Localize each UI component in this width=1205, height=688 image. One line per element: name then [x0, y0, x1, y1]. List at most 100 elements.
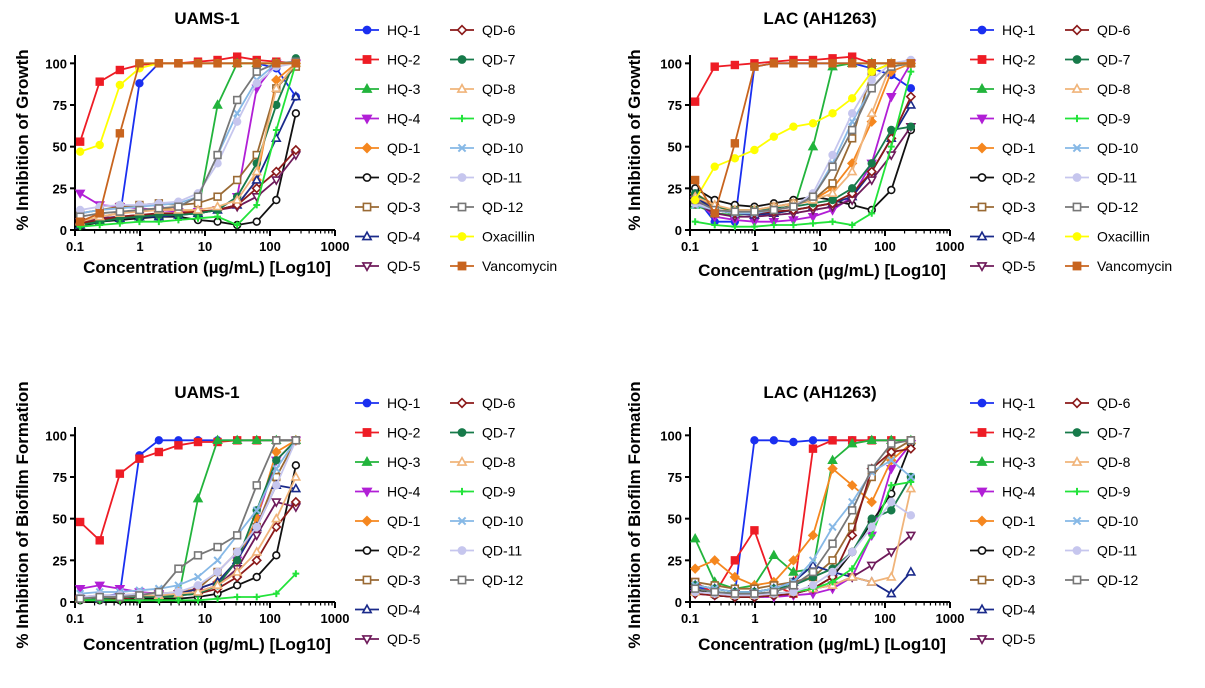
legend-label: Oxacillin [1097, 229, 1150, 245]
data-point [251, 434, 263, 445]
data-point [868, 209, 876, 217]
legend-label: HQ-3 [1002, 454, 1036, 470]
legend-item: QD-6 [1065, 22, 1131, 38]
data-point [886, 571, 897, 581]
data-point [867, 59, 876, 68]
legend-item: QD-5 [970, 258, 1036, 274]
series-line [694, 481, 912, 595]
data-point [710, 62, 719, 71]
data-point [847, 109, 857, 118]
y-tick-label: 100 [45, 56, 67, 71]
legend-item: QD-11 [1065, 170, 1137, 186]
data-point [907, 68, 915, 76]
legend-item: QD-12 [450, 199, 523, 215]
data-point [271, 512, 282, 523]
legend-marker [361, 114, 373, 125]
data-point [252, 506, 261, 515]
data-point [233, 593, 241, 601]
legend-item: QD-7 [450, 52, 516, 68]
data-point [272, 590, 280, 598]
legend-marker [976, 114, 988, 125]
data-point [95, 140, 104, 150]
legend-label: QD-9 [482, 484, 516, 500]
legend-item: QD-9 [1065, 484, 1131, 500]
x-tick-label: 100 [874, 611, 896, 626]
chart-title: LAC (AH1263) [763, 383, 876, 402]
data-point [730, 60, 740, 70]
legend-label: HQ-2 [387, 425, 421, 441]
data-point [906, 436, 916, 445]
legend-item: QD-3 [355, 572, 421, 588]
legend-item: HQ-4 [970, 484, 1036, 500]
data-point [251, 165, 263, 176]
legend-item: Oxacillin [450, 229, 535, 245]
data-point [788, 566, 799, 576]
data-point [905, 482, 917, 493]
data-point [827, 463, 838, 474]
legend-label: QD-9 [1097, 484, 1131, 500]
data-point [135, 59, 144, 68]
legend-marker [361, 635, 373, 645]
data-point [789, 202, 798, 211]
legend-label: QD-6 [482, 22, 516, 38]
data-point [253, 593, 261, 601]
data-point [848, 221, 856, 229]
legend-label: QD-4 [387, 602, 421, 618]
data-point [214, 213, 221, 221]
legend-marker [457, 232, 467, 241]
y-axis-label: % Inhibition of Biofilm Formation [625, 381, 644, 648]
data-point [828, 567, 837, 577]
legend-label: HQ-1 [1002, 22, 1036, 38]
data-point [213, 192, 222, 201]
data-point [232, 581, 242, 590]
legend-item: QD-9 [450, 111, 516, 127]
chart-panel-4: LAC (AH1263) % Inhibition of Biofilm Form… [625, 381, 1138, 654]
legend-item: QD-10 [1065, 513, 1138, 529]
data-point [906, 84, 916, 93]
legend-label: QD-8 [482, 454, 516, 470]
x-tick-label: 10 [813, 611, 827, 626]
series-line [80, 439, 297, 595]
legend-marker [457, 173, 467, 182]
legend-label: QD-8 [482, 81, 516, 97]
legend-marker [456, 397, 468, 409]
legend-item: QD-8 [450, 454, 516, 470]
legend-marker [457, 55, 467, 64]
chart-panel-2: LAC (AH1263) % Inhibition of Growth Concen… [625, 9, 1172, 280]
data-point [271, 521, 282, 533]
series-oxacillin [75, 59, 301, 156]
data-point [750, 526, 759, 535]
chart-title: UAMS-1 [174, 383, 239, 402]
legend-label: QD-10 [482, 513, 523, 529]
y-tick-label: 50 [53, 140, 67, 155]
data-point [866, 107, 878, 118]
legend-item: QD-2 [355, 170, 421, 186]
data-point [251, 546, 263, 556]
legend-marker [362, 428, 372, 437]
data-point [272, 195, 281, 205]
legend-item: QD-3 [355, 199, 421, 215]
data-point [730, 139, 740, 148]
legend-label: HQ-4 [1002, 484, 1036, 500]
data-point [193, 192, 203, 201]
data-point [75, 147, 85, 156]
legend-item: QD-2 [355, 543, 421, 559]
data-point [867, 75, 876, 85]
legend-label: QD-11 [1097, 543, 1137, 559]
series-line [694, 443, 912, 587]
legend-marker [456, 456, 468, 466]
data-point [174, 59, 183, 68]
data-point [866, 176, 878, 186]
series-qd-9 [691, 68, 915, 231]
legend-label: HQ-4 [387, 111, 421, 127]
data-point [136, 218, 143, 226]
y-tick-label: 0 [675, 223, 682, 238]
legend-marker [1072, 55, 1082, 64]
series-qd-12 [690, 59, 916, 216]
data-point [116, 219, 124, 227]
series-line [80, 439, 297, 598]
legend-item: QD-9 [1065, 111, 1131, 127]
legend-label: HQ-2 [1002, 425, 1036, 441]
series-line [80, 465, 297, 602]
legend-marker [457, 428, 467, 437]
